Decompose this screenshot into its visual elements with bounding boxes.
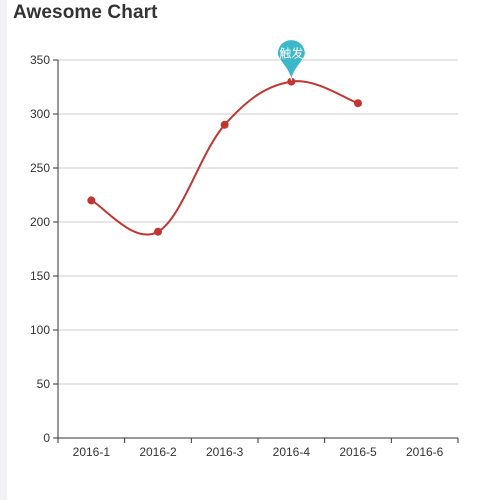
data-point[interactable] [154,227,162,236]
y-tick-label: 350 [30,53,50,67]
chart-title: Awesome Chart [13,2,158,23]
data-point[interactable] [220,120,229,129]
data-point[interactable] [87,196,96,205]
mark-point-pin[interactable] [276,39,306,82]
series-layer [87,77,362,236]
y-tick-label: 150 [30,269,50,283]
x-tick-label: 2016-1 [73,445,111,459]
y-tick-label: 100 [30,323,50,337]
y-tick-label: 300 [30,107,50,121]
left-rail [0,0,7,500]
x-tick-label: 2016-5 [339,445,377,459]
y-tick-label: 50 [37,377,51,391]
mark-point-layer: 触发 [276,39,306,82]
x-tick-label: 2016-3 [206,445,244,459]
data-point[interactable] [354,99,362,108]
grid-lines [58,59,458,385]
y-tick-label: 0 [43,431,50,445]
x-tick-label: 2016-4 [273,445,311,459]
x-tick-label: 2016-6 [406,445,444,459]
series-line [90,80,359,236]
axes: 0 50 100 150 200 250 300 350 2016-1 2016-2 2016-3 2… [30,53,459,459]
y-tick-label: 250 [30,161,50,175]
mark-point-label: 触发 [279,46,303,61]
y-tick-label: 200 [30,215,50,229]
x-tick-label: 2016-2 [139,445,177,459]
